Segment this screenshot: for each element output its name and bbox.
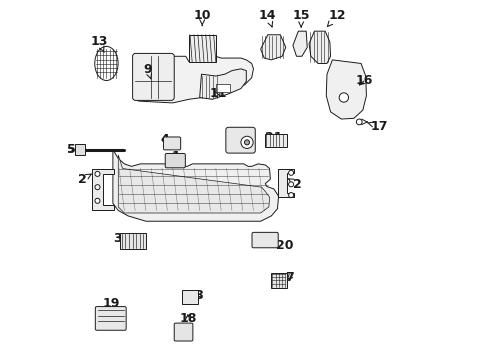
Polygon shape bbox=[135, 54, 253, 103]
Polygon shape bbox=[199, 69, 246, 99]
Circle shape bbox=[241, 136, 253, 148]
Text: 5: 5 bbox=[66, 143, 75, 156]
FancyBboxPatch shape bbox=[75, 144, 84, 155]
FancyBboxPatch shape bbox=[174, 323, 192, 341]
Text: 6: 6 bbox=[244, 133, 253, 146]
Text: 17: 17 bbox=[366, 120, 387, 133]
Circle shape bbox=[95, 171, 100, 176]
Text: 18: 18 bbox=[179, 311, 196, 325]
Text: 1: 1 bbox=[172, 150, 183, 163]
Polygon shape bbox=[260, 35, 285, 60]
Text: 21: 21 bbox=[264, 131, 282, 144]
FancyBboxPatch shape bbox=[215, 84, 230, 92]
FancyBboxPatch shape bbox=[264, 134, 286, 147]
Text: 7: 7 bbox=[285, 271, 293, 284]
FancyBboxPatch shape bbox=[132, 53, 174, 100]
FancyBboxPatch shape bbox=[165, 153, 185, 168]
Text: 3: 3 bbox=[113, 232, 126, 245]
Text: 15: 15 bbox=[292, 9, 309, 27]
FancyBboxPatch shape bbox=[95, 307, 126, 330]
Text: 13: 13 bbox=[90, 35, 108, 53]
Text: 10: 10 bbox=[193, 9, 210, 26]
Text: 8: 8 bbox=[194, 289, 203, 302]
Text: 11: 11 bbox=[209, 87, 227, 100]
Polygon shape bbox=[118, 155, 269, 213]
FancyBboxPatch shape bbox=[120, 233, 145, 249]
Polygon shape bbox=[308, 31, 330, 63]
Circle shape bbox=[339, 93, 348, 102]
FancyBboxPatch shape bbox=[163, 137, 180, 150]
Text: 16: 16 bbox=[355, 74, 372, 87]
Text: 20: 20 bbox=[271, 239, 293, 252]
Circle shape bbox=[356, 119, 362, 125]
Polygon shape bbox=[292, 31, 306, 56]
FancyBboxPatch shape bbox=[225, 127, 255, 153]
FancyBboxPatch shape bbox=[188, 35, 215, 62]
Polygon shape bbox=[92, 168, 113, 211]
Text: 14: 14 bbox=[259, 9, 276, 27]
Polygon shape bbox=[277, 168, 293, 197]
Text: 2: 2 bbox=[78, 173, 91, 186]
Circle shape bbox=[95, 185, 100, 190]
Text: 2: 2 bbox=[288, 178, 301, 191]
FancyBboxPatch shape bbox=[270, 273, 286, 288]
FancyBboxPatch shape bbox=[251, 232, 278, 248]
Text: 19: 19 bbox=[102, 297, 120, 322]
Text: 9: 9 bbox=[143, 63, 152, 79]
Text: 12: 12 bbox=[327, 9, 345, 27]
Polygon shape bbox=[325, 60, 366, 119]
Circle shape bbox=[244, 140, 249, 145]
Text: 4: 4 bbox=[160, 133, 169, 146]
Ellipse shape bbox=[95, 46, 118, 81]
Circle shape bbox=[95, 198, 100, 203]
Circle shape bbox=[288, 182, 293, 187]
Circle shape bbox=[288, 170, 293, 175]
FancyBboxPatch shape bbox=[182, 290, 198, 304]
Polygon shape bbox=[113, 149, 278, 221]
Circle shape bbox=[288, 193, 293, 198]
